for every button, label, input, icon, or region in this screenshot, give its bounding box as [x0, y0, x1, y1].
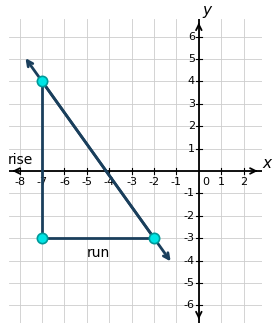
Text: 4: 4 [188, 76, 195, 86]
Text: -8: -8 [14, 177, 25, 187]
Text: -2: -2 [148, 177, 159, 187]
Text: 2: 2 [188, 121, 195, 131]
Text: -3: -3 [126, 177, 137, 187]
Text: y: y [202, 3, 211, 18]
Text: 0: 0 [202, 177, 209, 187]
Point [40, 79, 44, 84]
Text: 1: 1 [188, 143, 195, 154]
Text: -6: -6 [184, 300, 195, 310]
Text: -7: -7 [37, 177, 48, 187]
Text: 6: 6 [188, 32, 195, 42]
Text: -4: -4 [184, 256, 195, 265]
Text: 1: 1 [218, 177, 225, 187]
Point [152, 235, 156, 241]
Text: -2: -2 [184, 211, 195, 221]
Text: run: run [86, 246, 110, 260]
Text: -6: -6 [59, 177, 70, 187]
Text: 2: 2 [240, 177, 247, 187]
Point [40, 235, 44, 241]
Text: x: x [263, 156, 272, 170]
Text: 5: 5 [188, 54, 195, 64]
Text: -1: -1 [184, 188, 195, 198]
Text: 3: 3 [188, 99, 195, 109]
Text: -1: -1 [171, 177, 182, 187]
Text: -3: -3 [184, 233, 195, 243]
Text: -5: -5 [184, 278, 195, 288]
Text: -4: -4 [104, 177, 115, 187]
Text: rise: rise [8, 153, 33, 167]
Text: -5: -5 [81, 177, 92, 187]
